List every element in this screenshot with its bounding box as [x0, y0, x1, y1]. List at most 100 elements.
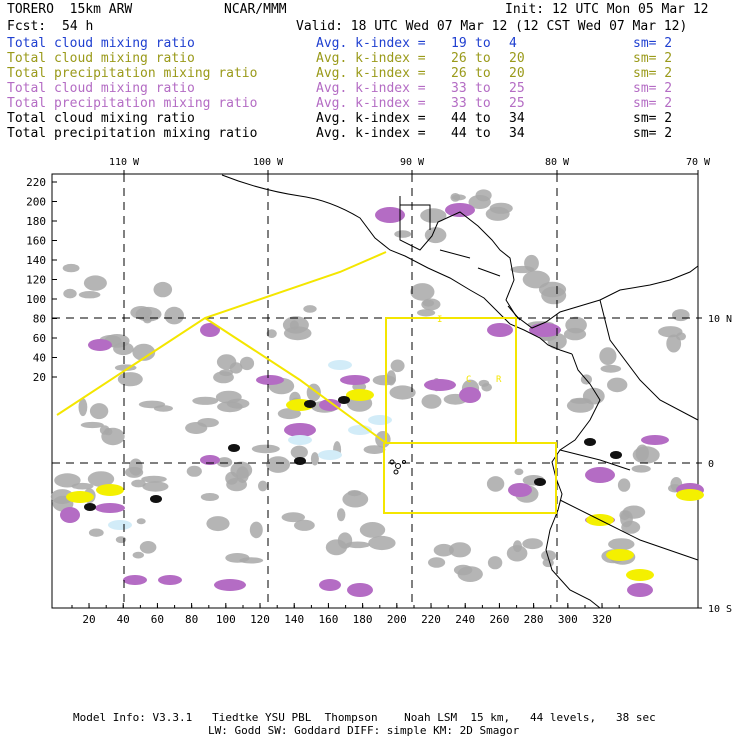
cloud-blob [417, 309, 436, 317]
cloud-blob [78, 291, 101, 299]
precip-blob [95, 503, 125, 513]
cloud-blob [486, 476, 505, 492]
cloud-blob [88, 528, 104, 537]
lon-label: 110 W [109, 157, 140, 168]
forecast-map: I C R 110 W 100 W 90 W 80 W 70 W 10 N 0 10 S 20 40 6… [26, 157, 732, 626]
legend-to: 20 [509, 51, 525, 66]
cloud-blob [139, 541, 157, 554]
y-tick-label: 60 [33, 332, 46, 345]
precip-blob [200, 323, 220, 337]
x-tick-label: 260 [489, 613, 509, 626]
init-time: Init: 12 UTC Mon 05 Mar 12 [505, 2, 709, 17]
legend-to: 34 [509, 126, 525, 141]
legend-sm: sm= 2 [633, 51, 673, 66]
legend-field: Total precipitation mixing ratio [7, 96, 258, 111]
precip-blob [340, 375, 370, 385]
cloud-blob [99, 425, 110, 435]
legend-from: 19 [451, 36, 467, 51]
precip-blob [445, 203, 475, 217]
legend-sm: sm= 2 [633, 81, 673, 96]
cloud-blob [132, 343, 156, 361]
precip-blob [641, 435, 669, 445]
x-tick-label: 120 [250, 613, 270, 626]
cloud-blob [522, 538, 543, 550]
lon-label: 80 W [545, 157, 570, 168]
nested-domains [56, 251, 557, 514]
precip-blob [256, 375, 284, 385]
cloud-cyan-blob [108, 520, 132, 530]
precip-blob [459, 387, 481, 403]
cloud-cyan-blob [328, 360, 352, 370]
legend-row: Total cloud mixing ratio Avg. k-index = 19… [7, 36, 737, 51]
legend-field: Total precipitation mixing ratio [7, 66, 258, 81]
cloud-blob [325, 539, 347, 556]
outer-domain-boundary [56, 251, 387, 416]
precip-blob [585, 467, 615, 483]
coastline-caribbean [399, 196, 699, 329]
precip-blob [347, 583, 373, 597]
cloud-blob [136, 518, 146, 525]
cloud-blob [487, 556, 503, 570]
cloud-blob [80, 421, 104, 429]
cloud-blob [600, 364, 622, 373]
cloud-blob [345, 541, 371, 549]
precip-blob [508, 483, 532, 497]
intense-blob [584, 438, 596, 446]
cloud-blob [125, 466, 144, 478]
legend-to: 34 [509, 111, 525, 126]
cloud-blob [565, 316, 587, 334]
cloud-blob [310, 452, 319, 466]
legend-avg: Avg. k-index = [316, 66, 426, 81]
precip-blob [200, 455, 220, 465]
cloud-blob [206, 516, 230, 532]
x-tick-label: 240 [455, 613, 475, 626]
cloud-blob [433, 543, 454, 557]
domain-label: R [496, 375, 502, 385]
legend-row: Total precipitation mixing ratio Avg. k-i… [7, 126, 737, 141]
legend-row: Total cloud mixing ratio Avg. k-index = 33… [7, 81, 737, 96]
legend-field: Total cloud mixing ratio [7, 36, 195, 51]
legend-sm: sm= 2 [633, 66, 673, 81]
legend-avg: Avg. k-index = [316, 96, 426, 111]
cloud-blob [541, 550, 557, 561]
precip-blob [529, 323, 561, 337]
legend-avg: Avg. k-index = [316, 81, 426, 96]
lat-label: 10 N [708, 314, 732, 325]
precip-blob [319, 399, 341, 411]
domain-label: C [466, 375, 471, 385]
x-tick-label: 160 [318, 613, 338, 626]
x-tick-label: 200 [387, 613, 407, 626]
lon-label: 100 W [253, 157, 284, 168]
cloud-blob [78, 398, 88, 417]
legend-row: Total precipitation mixing ratio Avg. k-i… [7, 66, 737, 81]
legend-avg: Avg. k-index = [316, 51, 426, 66]
lon-label: 70 W [686, 157, 711, 168]
cloud-blob [410, 283, 435, 301]
cloud-blob [87, 471, 115, 487]
cloud-yellow-blob [676, 489, 704, 501]
cloud-blob [216, 354, 237, 370]
cloud-yellow-blob [626, 569, 654, 581]
legend-avg: Avg. k-index = [316, 111, 426, 126]
cloud-blob [153, 281, 173, 298]
cloud-blob [635, 444, 649, 462]
lat-lon-grid [52, 174, 698, 608]
legend-from: 44 [451, 126, 467, 141]
legend-to: 25 [509, 96, 525, 111]
cloud-blob [239, 356, 255, 371]
cloud-blob [450, 193, 461, 202]
cloud-blob [607, 377, 628, 393]
cloud-blob [599, 347, 617, 365]
legend-from: 26 [451, 66, 467, 81]
cloud-blob [225, 471, 239, 485]
cloud-blob [485, 206, 510, 221]
cloud-blob [506, 545, 528, 562]
forecast-label: Fcst: [7, 19, 47, 34]
cloud-blob [481, 383, 493, 392]
legend-field: Total cloud mixing ratio [7, 81, 195, 96]
y-tick-label: 80 [33, 313, 46, 326]
x-tick-label: 220 [421, 613, 441, 626]
cloud-blob [424, 227, 447, 244]
cloud-blob [266, 329, 277, 338]
cloud-blob [258, 480, 268, 492]
